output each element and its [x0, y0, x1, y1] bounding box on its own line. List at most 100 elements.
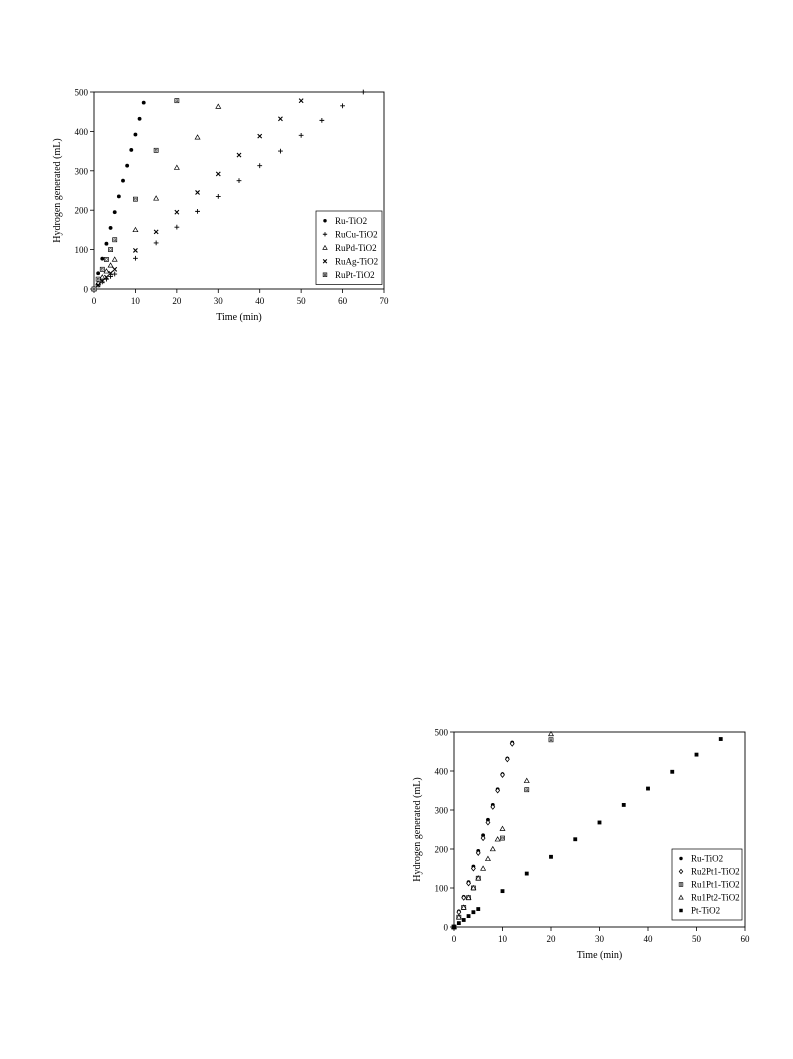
plot-frame: [93, 91, 385, 290]
y-tick-label: 300: [435, 806, 449, 816]
data-point: [99, 266, 105, 272]
data-point: [471, 910, 476, 915]
data-point: [646, 786, 650, 791]
data-point: [456, 921, 461, 926]
data-point: [452, 925, 456, 929]
data-point: [153, 147, 159, 153]
data-point: [174, 209, 180, 215]
data-point: [133, 255, 138, 261]
series-Ru-TiO2: [452, 740, 515, 929]
data-point: [108, 247, 113, 252]
data-point: [670, 769, 675, 774]
data-point: [215, 171, 221, 177]
x-tick-label: 10: [131, 296, 141, 306]
data-point-inner: [97, 278, 100, 281]
legend-box: [671, 848, 743, 921]
data-point: [360, 89, 366, 95]
y-axis-label: Hydrogen generated (mL): [412, 777, 423, 881]
chart-ru-bimetallic: 0 10 20 30 40 50 60 70 0 100 200 300 400 500 Time (min…: [50, 82, 395, 327]
data-point: [500, 889, 505, 894]
data-point-inner: [549, 738, 553, 741]
x-tick-label: 30: [214, 296, 224, 306]
x-tick-label: 70: [380, 296, 390, 306]
legend-marker: [322, 244, 328, 250]
data-point: [100, 256, 105, 261]
data-point: [548, 737, 554, 743]
legend-label: Pt-TiO2: [691, 906, 720, 916]
data-point: [461, 894, 467, 901]
data-point: [466, 880, 471, 887]
legend-marker: [322, 259, 328, 264]
data-point: [257, 133, 263, 139]
data-point: [91, 286, 97, 292]
x-tick-label: 50: [297, 296, 307, 306]
y-tick-label: 400: [435, 767, 449, 777]
data-point: [95, 276, 101, 282]
data-point: [99, 279, 105, 285]
legend-marker-inner: [679, 883, 683, 886]
data-point-inner: [101, 268, 104, 271]
data-point: [455, 914, 462, 920]
legend-marker: [678, 894, 684, 900]
x-tick-label: 50: [692, 934, 702, 944]
legend-label: RuPt-TiO2: [335, 270, 375, 280]
data-point: [461, 918, 466, 922]
data-point: [96, 271, 101, 276]
legend-marker: [679, 908, 683, 913]
data-point: [121, 178, 125, 183]
y-tick-label: 100: [75, 245, 89, 255]
data-point: [524, 871, 529, 876]
data-point: [173, 164, 180, 170]
data-point: [509, 740, 515, 747]
data-point-inner: [109, 248, 112, 251]
data-point: [132, 247, 138, 253]
data-point: [112, 271, 118, 277]
y-tick-label: 200: [435, 845, 449, 855]
legend-marker: [678, 868, 684, 875]
data-point: [718, 737, 723, 741]
series-RuAg-TiO2: [91, 98, 304, 292]
data-point: [129, 147, 134, 152]
y-tick-label: 400: [75, 127, 89, 137]
data-point: [500, 835, 505, 841]
data-point: [195, 208, 200, 214]
data-point: [195, 190, 200, 195]
data-point: [153, 240, 159, 246]
x-tick-label: 20: [172, 296, 182, 306]
data-point-inner: [155, 149, 158, 152]
data-point: [125, 163, 130, 168]
series-RuPt-TiO2: [91, 98, 180, 292]
data-point: [112, 237, 118, 243]
data-point-inner: [501, 836, 504, 840]
legend-marker: [322, 272, 328, 277]
series-Ru1Pt1-TiO2: [451, 737, 554, 930]
data-point: [153, 229, 159, 235]
data-point: [133, 196, 138, 202]
data-point: [504, 756, 510, 763]
data-point: [465, 894, 472, 900]
x-tick-label: 0: [452, 934, 457, 944]
data-point: [460, 904, 467, 910]
legend-marker: [679, 856, 683, 861]
data-point: [547, 730, 555, 737]
data-point: [480, 865, 487, 871]
y-axis-label: Hydrogen generated (mL): [52, 138, 63, 242]
data-point: [174, 98, 180, 104]
data-point: [108, 273, 113, 279]
data-point: [103, 268, 110, 274]
data-point: [485, 819, 491, 826]
data-point: [174, 224, 180, 230]
y-tick-label: 100: [435, 884, 449, 894]
data-point: [108, 226, 113, 230]
series-Ru-TiO2: [92, 100, 146, 291]
data-point: [470, 865, 476, 872]
y-tick-label: 300: [75, 166, 89, 176]
data-point: [257, 163, 263, 169]
data-point: [108, 270, 114, 276]
data-point: [153, 195, 160, 201]
data-point: [215, 103, 222, 109]
series-Ru1Pt2-TiO2: [450, 730, 555, 930]
data-point: [484, 855, 491, 861]
legend-marker: [323, 219, 327, 223]
y-tick-label: 500: [435, 728, 449, 738]
